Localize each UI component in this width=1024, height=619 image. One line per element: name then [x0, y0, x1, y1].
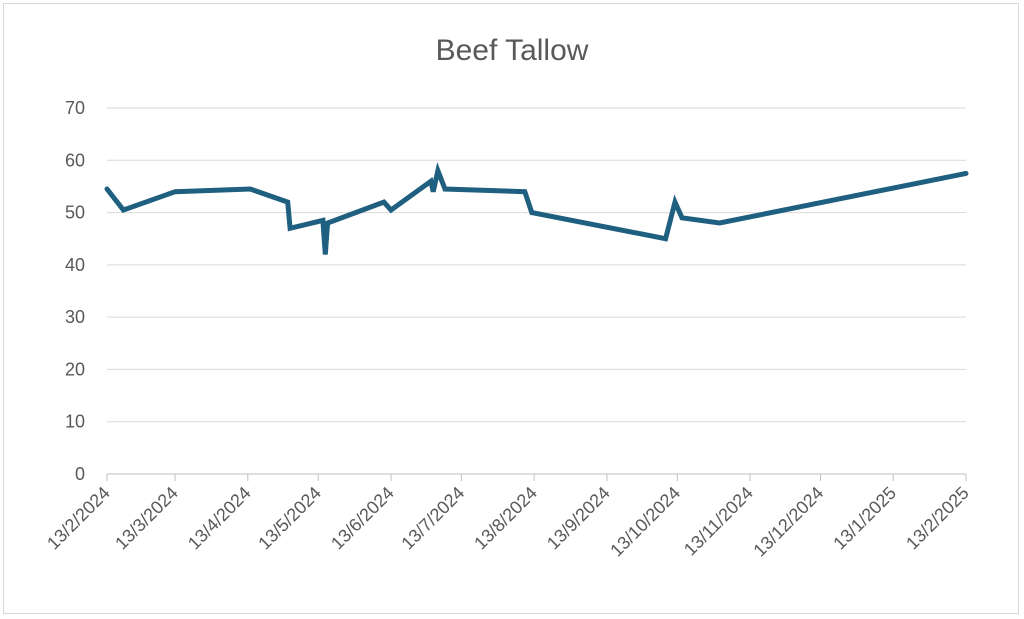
y-tick-label: 30: [65, 307, 85, 327]
y-tick-label: 40: [65, 255, 85, 275]
data-point: [249, 188, 251, 190]
x-tick-label: 13/1/2025: [829, 483, 900, 554]
data-point: [174, 191, 176, 193]
x-tick-label: 13/11/2024: [680, 483, 757, 560]
data-point: [289, 227, 291, 229]
data-point: [524, 191, 526, 193]
x-tick-label: 13/7/2024: [397, 483, 468, 554]
x-tick-label: 13/8/2024: [470, 483, 541, 554]
data-point: [322, 219, 324, 221]
data-point: [444, 188, 446, 190]
x-tick-label: 13/2/2025: [902, 483, 973, 554]
data-point: [383, 201, 385, 203]
x-tick-label: 13/12/2024: [749, 483, 827, 561]
data-series-line: [104, 162, 969, 255]
data-point: [437, 170, 439, 172]
y-tick-label: 70: [65, 98, 85, 118]
y-tick-label: 60: [65, 150, 85, 170]
data-point: [287, 201, 289, 203]
chart-title: Beef Tallow: [436, 34, 589, 67]
data-point: [106, 188, 108, 190]
data-point: [674, 201, 676, 203]
series-layer: [104, 162, 969, 255]
x-tick-label: 13/4/2024: [184, 483, 255, 554]
data-point: [430, 180, 432, 182]
chart-container: Beef Tallow 0 10 20 30 40 50 60 70 13/2/2024 13/…: [3, 3, 1019, 614]
x-axis: [106, 473, 967, 481]
data-point: [390, 209, 392, 211]
y-tick-label: 10: [65, 412, 85, 432]
x-tick-label: 13/2/2024: [43, 483, 114, 554]
data-point: [122, 209, 124, 211]
x-tick-label: 13/10/2024: [606, 483, 684, 561]
data-point: [665, 238, 667, 240]
data-point: [719, 222, 721, 224]
x-tick-label: 13/5/2024: [254, 483, 325, 554]
y-tick-label: 0: [75, 464, 85, 484]
data-point: [324, 253, 326, 255]
x-tick-label: 13/6/2024: [327, 483, 398, 554]
y-axis-tick-labels: 0 10 20 30 40 50 60 70: [65, 98, 85, 484]
y-tick-label: 20: [65, 359, 85, 379]
y-tick-label: 50: [65, 203, 85, 223]
x-tick-label: 13/9/2024: [543, 483, 614, 554]
x-tick-label: 13/3/2024: [111, 483, 182, 554]
data-point: [432, 191, 434, 193]
data-point: [965, 172, 967, 174]
data-point: [327, 222, 329, 224]
gridlines: [107, 107, 966, 423]
data-point: [531, 212, 533, 214]
data-point: [681, 217, 683, 219]
